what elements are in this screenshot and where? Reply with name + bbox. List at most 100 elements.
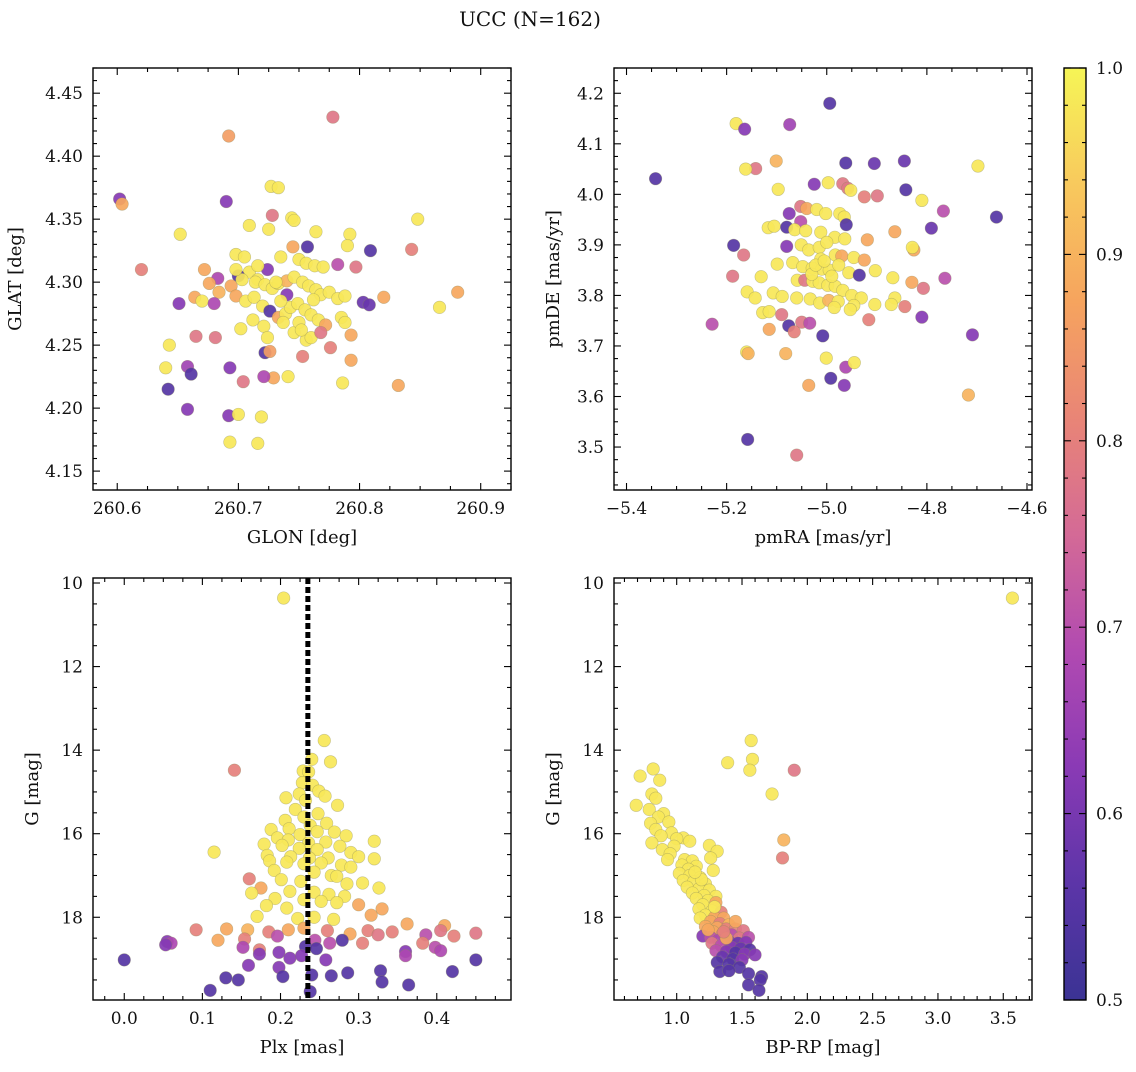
- data-point: [821, 176, 835, 190]
- data-point: [816, 329, 830, 343]
- data-point: [852, 268, 866, 282]
- colorbar-tick-label: 0.8: [1096, 432, 1123, 452]
- data-point: [648, 172, 663, 186]
- data-point: [338, 289, 352, 303]
- data-point: [235, 273, 249, 287]
- data-point: [938, 271, 952, 285]
- data-point: [331, 257, 345, 272]
- y-tick-label: 18: [582, 908, 604, 928]
- data-point: [341, 966, 355, 980]
- data-point: [451, 285, 465, 299]
- data-point: [268, 891, 282, 906]
- data-point: [762, 305, 776, 319]
- data-point: [820, 235, 834, 249]
- data-point: [223, 435, 237, 449]
- y-tick-label: 4.45: [45, 84, 83, 104]
- data-point: [223, 361, 237, 375]
- y-tick-label: 4.25: [45, 336, 83, 356]
- data-point: [257, 319, 271, 333]
- data-point: [277, 591, 291, 605]
- data-point: [936, 204, 950, 218]
- data-point: [739, 162, 753, 176]
- data-point: [355, 936, 370, 950]
- y-tick-label: 4.20: [45, 399, 83, 419]
- data-point: [317, 733, 331, 748]
- data-point: [319, 953, 333, 967]
- data-point: [251, 259, 265, 273]
- data-point: [905, 240, 919, 255]
- data-point: [316, 260, 330, 274]
- colorbar-gradient: [1064, 68, 1086, 1000]
- x-tick-label: 260.7: [214, 499, 263, 519]
- data-point: [326, 110, 340, 124]
- data-point: [717, 925, 731, 939]
- data-point: [434, 944, 448, 958]
- data-point: [237, 250, 252, 264]
- data-point: [241, 958, 256, 972]
- data-point: [231, 407, 245, 422]
- colorbar-tick-label: 0.5: [1096, 991, 1123, 1011]
- y-tick-label: 10: [582, 574, 604, 594]
- data-point: [817, 254, 831, 268]
- data-point: [310, 825, 324, 839]
- data-points: [113, 110, 465, 450]
- data-point: [469, 926, 483, 940]
- data-point: [283, 951, 297, 965]
- data-point: [767, 219, 781, 233]
- y-tick-label: 3.5: [577, 438, 604, 458]
- data-point: [330, 896, 344, 910]
- data-point: [280, 855, 294, 869]
- data-point: [832, 258, 846, 272]
- data-point: [231, 973, 245, 987]
- data-point: [236, 375, 250, 389]
- data-point: [324, 969, 338, 983]
- axes-frame: [92, 577, 512, 1001]
- data-point: [862, 313, 876, 327]
- data-point: [307, 885, 321, 899]
- y-axis-label: G [mag]: [22, 752, 43, 825]
- data-point: [335, 933, 349, 947]
- data-point: [629, 798, 643, 812]
- data-point: [683, 834, 697, 848]
- data-point: [814, 225, 828, 239]
- data-point: [257, 837, 271, 851]
- data-point: [222, 129, 236, 143]
- data-point: [338, 315, 352, 330]
- colorbar: 0.5 0.6 0.7 0.8 0.9 1.0: [1063, 59, 1123, 1011]
- data-point: [291, 911, 305, 926]
- panel-pmra-pmde: −5.4 −5.2 −5.0 −4.8 −4.6 3.5 3.6 3.7 3.8 3.9 4.0 4.…: [543, 67, 1048, 548]
- data-point: [271, 181, 285, 195]
- data-point: [288, 802, 302, 817]
- data-point: [741, 346, 755, 361]
- data-point: [633, 769, 647, 783]
- data-point: [220, 922, 234, 936]
- data-point: [319, 835, 333, 849]
- data-point: [375, 975, 389, 989]
- data-point: [737, 248, 751, 262]
- data-point: [274, 250, 288, 264]
- data-point: [270, 929, 284, 943]
- y-tick-label: 12: [61, 658, 83, 678]
- data-point: [134, 262, 149, 277]
- data-point: [307, 910, 321, 924]
- data-point: [447, 929, 461, 943]
- data-point: [263, 344, 277, 359]
- data-point: [287, 213, 301, 228]
- data-point: [741, 978, 756, 992]
- data-point: [706, 863, 720, 878]
- data-point: [344, 860, 358, 874]
- data-point: [788, 223, 802, 237]
- data-point: [309, 225, 323, 239]
- data-point: [402, 978, 416, 992]
- data-point: [323, 936, 337, 950]
- data-point: [782, 206, 796, 221]
- y-axis-label: G [mag]: [543, 752, 564, 825]
- data-point: [721, 756, 735, 770]
- data-point: [924, 221, 938, 235]
- data-point: [803, 316, 817, 330]
- data-point: [184, 367, 198, 381]
- data-point: [197, 262, 212, 277]
- data-point: [802, 378, 816, 392]
- data-point: [260, 330, 275, 345]
- data-point: [307, 865, 321, 879]
